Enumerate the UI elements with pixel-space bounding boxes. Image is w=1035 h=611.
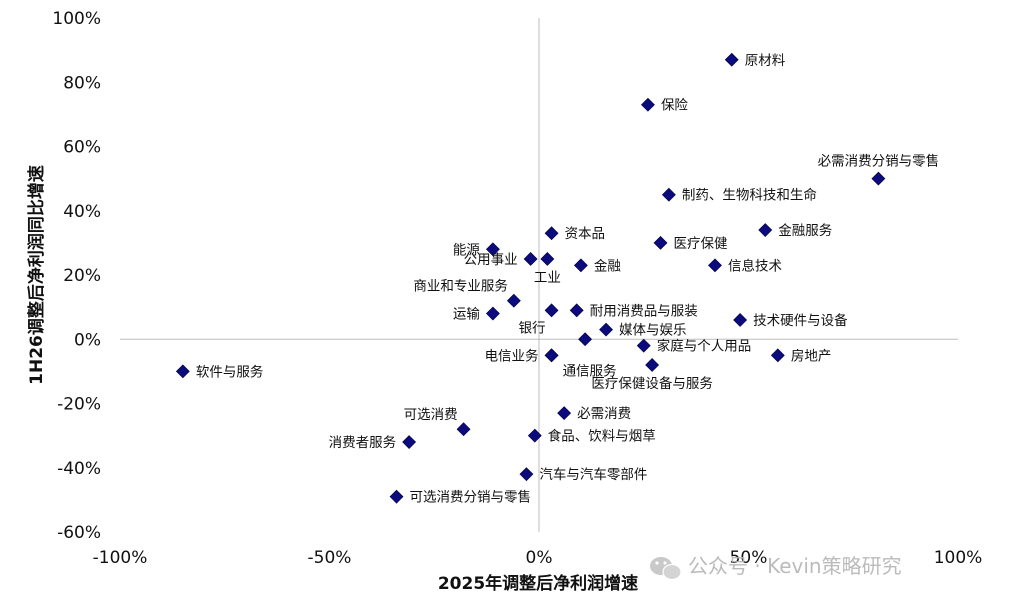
data-point [544,226,559,241]
y-tick-label: -20% [57,395,101,415]
point-label: 运输 [453,307,480,323]
data-point [733,313,748,327]
data-point [661,187,676,202]
point-label: 公用事业 [464,252,518,268]
y-axis-title: 1H26调整后净利润同比增速 [26,165,47,385]
data-point [641,97,655,112]
point-label: 媒体与娱乐 [619,323,687,339]
point-label: 可选消费 [404,407,458,423]
data-point [485,306,500,321]
y-tick-label: -60% [57,523,101,543]
point-label: 食品、饮料与烟草 [548,428,656,445]
point-label: 可选消费分销与零售 [410,490,532,506]
point-label: 医疗保健 [674,236,728,252]
point-label: 商业和专业服务 [413,279,508,295]
data-point [871,171,886,186]
point-label: 通信服务 [563,363,617,379]
data-point [523,252,538,266]
data-point [569,303,584,318]
point-label: 工业 [534,270,561,286]
point-label: 原材料 [745,53,786,69]
point-label: 房地产 [791,348,832,364]
data-point [544,303,559,318]
point-label: 银行 [519,320,546,336]
data-point [540,252,555,266]
point-label: 电信业务 [485,348,539,364]
watermark: 公众号 · Kevin策略研究 [650,554,902,581]
data-point [456,422,471,437]
data-point [573,258,588,273]
x-tick-label: -50% [308,548,352,568]
data-point [770,348,785,363]
y-tick-label: 20% [63,266,101,286]
point-label: 耐用消费品与服装 [590,303,698,319]
wechat-icon [650,557,682,581]
data-point [402,435,417,449]
data-point [557,406,572,421]
data-point [175,364,190,379]
data-point [485,242,500,257]
y-tick-label: 100% [52,9,101,29]
data-point [544,348,559,363]
point-label: 汽车与汽车零部件 [539,466,647,483]
y-tick-label: 40% [63,202,101,222]
data-point [519,467,534,482]
data-point [645,358,660,372]
data-point [599,322,613,337]
point-label: 保险 [661,98,688,114]
data-point [506,293,521,308]
point-label: 家庭与个人用品 [657,338,752,355]
data-point [758,223,773,237]
point-label: 能源 [453,242,480,258]
point-label: 医疗保健设备与服务 [591,375,713,392]
data-point [636,338,651,353]
y-tick-label: 60% [63,138,101,158]
point-label: 软件与服务 [196,364,264,380]
point-label: 消费者服务 [329,435,397,451]
x-axis-title: 2025年调整后净利润增速 [438,573,638,594]
data-point [578,332,593,347]
y-tick-label: 0% [74,330,101,350]
data-point [708,258,722,273]
point-label: 金融 [594,258,622,274]
data-point [389,489,404,504]
axes-layer [120,18,958,532]
point-label: 资本品 [565,226,606,242]
y-tick-label: 80% [63,73,101,93]
point-label: 必需消费 [577,406,631,422]
point-label: 必需消费分销与零售 [818,154,940,170]
x-tick-label: 0% [526,548,553,568]
data-point [653,235,668,250]
point-label: 信息技术 [728,257,782,274]
data-point [527,428,542,443]
x-tick-label: 100% [934,548,983,568]
y-tick-label: -40% [57,459,101,479]
point-label: 制药、生物科技和生命 [682,187,817,204]
ticks-layer: -100% -50% 0% 50% 100% -60% -40% -20% 0% 20% 40% 60… [52,9,982,568]
x-tick-label: 50% [730,548,768,568]
point-label: 技术硬件与设备 [753,312,848,329]
points-layer [175,52,886,504]
data-point [724,52,739,67]
watermark-text: 公众号 · Kevin策略研究 [688,554,902,578]
x-tick-label: -100% [93,548,148,568]
point-label: 金融服务 [778,223,832,239]
